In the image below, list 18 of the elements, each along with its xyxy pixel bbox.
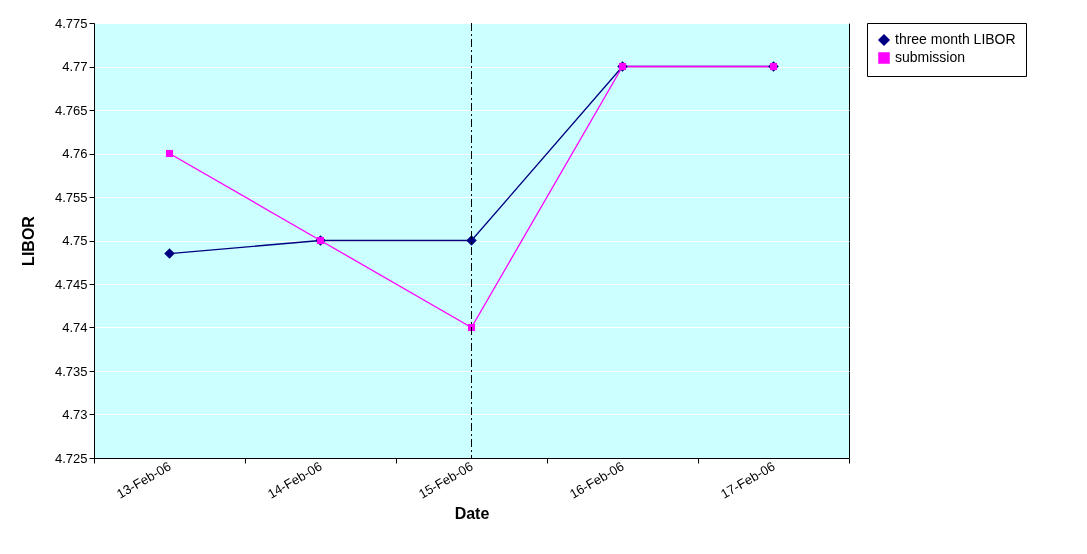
y-tick-label: 4.75 — [62, 233, 88, 248]
legend-label: three month LIBOR — [895, 31, 1016, 47]
y-tick-label: 4.775 — [54, 15, 88, 31]
point — [466, 235, 477, 246]
y-tick-label: 4.725 — [54, 450, 88, 466]
y-tick-label: 4.76 — [62, 146, 88, 161]
x-axis-title: Date — [454, 504, 490, 522]
y-tick-label: 4.74 — [62, 320, 88, 335]
point — [165, 149, 174, 158]
y-tick-label: 4.73 — [62, 407, 88, 422]
y-tick-label: 4.745 — [54, 276, 88, 292]
y-tick-label: 4.755 — [54, 189, 88, 205]
point — [164, 248, 175, 259]
y-tick-label: 4.735 — [54, 363, 88, 379]
y-axis-title: LIBOR — [19, 215, 37, 266]
legend-label: submission — [895, 49, 966, 65]
y-tick-label: 4.765 — [54, 102, 88, 118]
y-tick-label: 4.77 — [62, 59, 88, 74]
